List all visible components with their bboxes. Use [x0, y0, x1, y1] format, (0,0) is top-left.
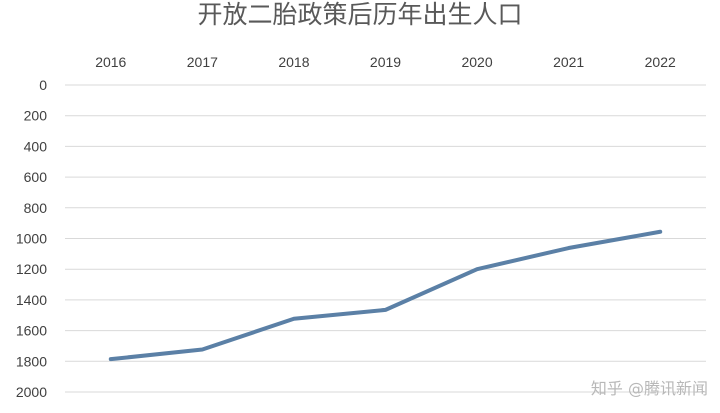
y-tick-label: 400	[24, 138, 48, 154]
y-tick-label: 800	[24, 200, 48, 216]
y-tick-label: 1600	[16, 323, 47, 339]
x-tick-label: 2021	[553, 54, 584, 70]
y-tick-label: 1000	[16, 231, 47, 247]
x-tick-label: 2019	[370, 54, 401, 70]
y-tick-label: 200	[24, 108, 48, 124]
y-tick-label: 0	[39, 77, 47, 93]
x-tick-label: 2016	[95, 54, 126, 70]
x-tick-label: 2022	[645, 54, 676, 70]
x-tick-label: 2017	[187, 54, 218, 70]
chart-title: 开放二胎政策后历年出生人口	[197, 0, 523, 29]
y-tick-label: 1800	[16, 353, 47, 369]
y-tick-label: 600	[24, 169, 48, 185]
y-tick-label: 2000	[16, 384, 47, 400]
x-tick-label: 2018	[278, 54, 309, 70]
y-tick-label: 1400	[16, 292, 47, 308]
x-tick-label: 2020	[461, 54, 492, 70]
y-tick-label: 1200	[16, 261, 47, 277]
series-line	[108, 229, 663, 362]
watermark: 知乎 @腾讯新闻	[590, 379, 708, 398]
